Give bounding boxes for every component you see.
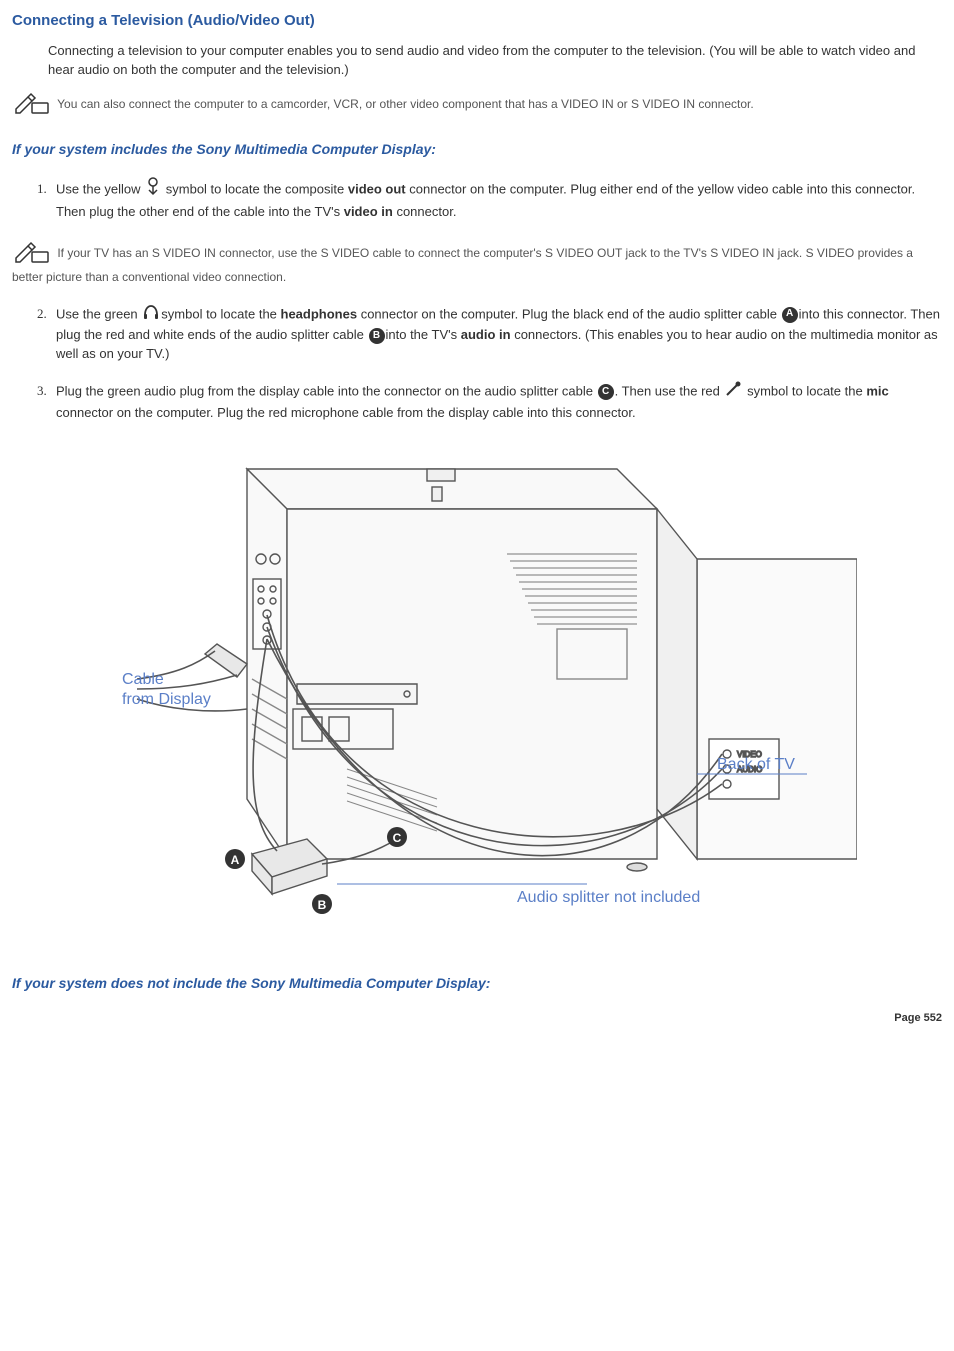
step-2: Use the green symbol to locate the headp… (50, 303, 942, 365)
section-heading-no-display: If your system does not include the Sony… (12, 973, 942, 993)
badge-b-icon: B (369, 328, 385, 344)
svg-text:C: C (393, 831, 402, 845)
note-text: If your TV has an S VIDEO IN connector, … (12, 246, 913, 285)
diagram-badge-a: A (225, 849, 245, 869)
steps-list-continued: Use the green symbol to locate the headp… (32, 303, 942, 423)
step-text: connector. (393, 204, 457, 219)
note-text: You can also connect the computer to a c… (57, 97, 754, 111)
page-number: Page 552 (12, 1011, 942, 1027)
step-text: symbol to locate the (161, 306, 280, 321)
step-text: into the TV's (386, 327, 461, 342)
diagram-badge-c: C (387, 827, 407, 847)
diagram-label-cable: Cable (122, 671, 164, 688)
step-text: Use the green (56, 306, 141, 321)
mic-icon (724, 380, 742, 404)
step-text: Use the yellow (56, 181, 144, 196)
badge-c-icon: C (598, 384, 614, 400)
pen-note-icon (12, 238, 52, 269)
step-text: symbol to locate the composite (162, 181, 348, 196)
bold-term: video out (348, 181, 406, 196)
step-text: Plug the green audio plug from the displ… (56, 383, 597, 398)
video-out-icon (145, 177, 161, 203)
diagram-label-splitter: Audio splitter not included (517, 889, 700, 906)
note-camcorder: You can also connect the computer to a c… (12, 89, 942, 120)
bold-term: video in (344, 204, 393, 219)
step-text: . Then use the red (615, 383, 724, 398)
diagram-label-cable2: from Display (122, 691, 211, 708)
step-1: Use the yellow symbol to locate the comp… (50, 177, 942, 222)
headphones-icon (142, 303, 160, 327)
diagram-badge-b: B (312, 894, 332, 914)
badge-a-icon: A (782, 307, 798, 323)
step-text: symbol to locate the (743, 383, 866, 398)
page-title: Connecting a Television (Audio/Video Out… (12, 10, 942, 32)
section-heading-includes-display: If your system includes the Sony Multime… (12, 139, 942, 159)
connection-diagram: VIDEO AUDIO (12, 439, 942, 955)
bold-term: audio in (461, 327, 511, 342)
svg-text:B: B (318, 898, 327, 912)
svg-text:A: A (231, 853, 240, 867)
intro-paragraph: Connecting a television to your computer… (48, 42, 942, 80)
steps-list: Use the yellow symbol to locate the comp… (32, 177, 942, 222)
bold-term: mic (866, 383, 888, 398)
diagram-label-tv: Back of TV (717, 756, 795, 773)
step-3: Plug the green audio plug from the displ… (50, 380, 942, 423)
note-svideo: If your TV has an S VIDEO IN connector, … (12, 238, 942, 287)
pen-note-icon (12, 89, 52, 120)
step-text: connector on the computer. Plug the red … (56, 405, 636, 420)
step-text: connector on the computer. Plug the blac… (357, 306, 781, 321)
bold-term: headphones (281, 306, 358, 321)
